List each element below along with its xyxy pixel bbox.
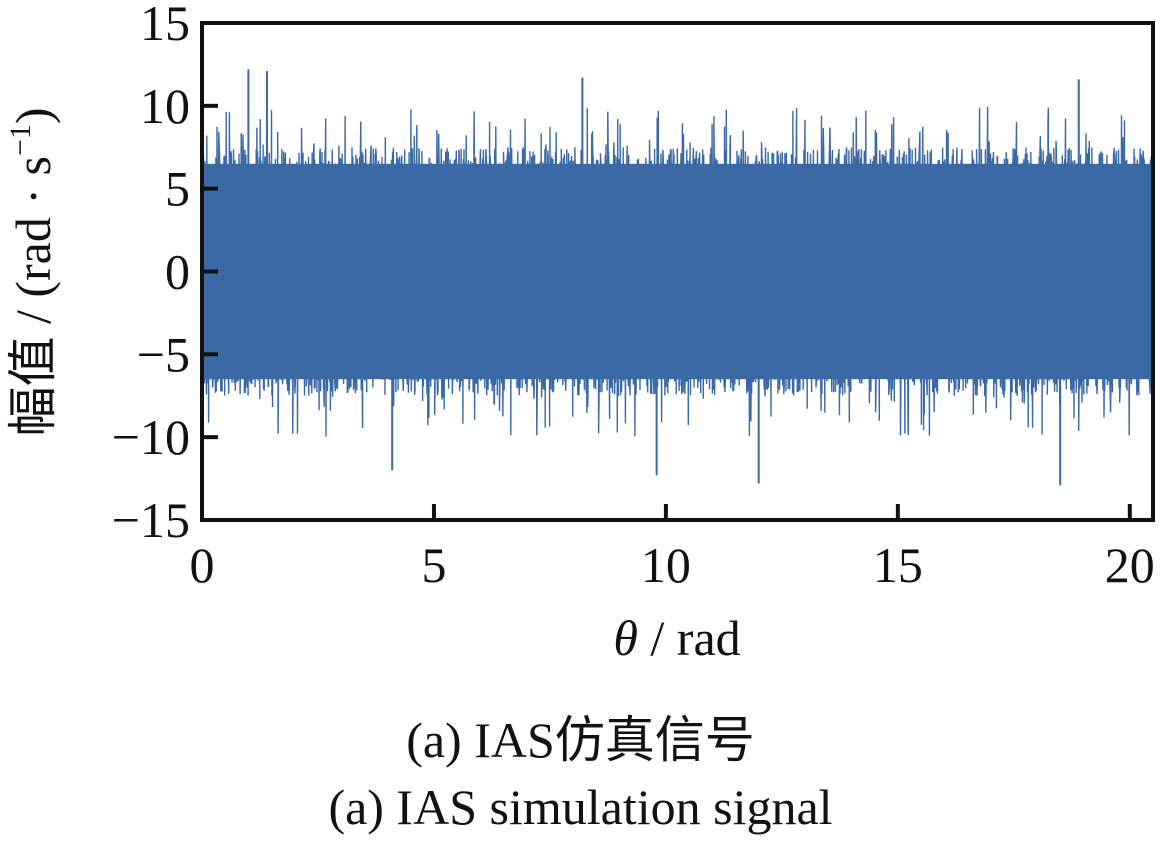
y-tick-label: −5 (137, 326, 190, 382)
caption-cn: (a) IAS仿真信号 (406, 712, 755, 768)
x-tick-label: 15 (873, 537, 923, 593)
axes: 0 5 10 15 20 15 10 5 0 −5 −10 −15 (112, 0, 1155, 593)
x-tick-label: 0 (190, 537, 215, 593)
y-tick-label: 5 (165, 161, 190, 217)
x-axis-label: θ / rad (613, 610, 740, 666)
caption-en: (a) IAS simulation signal (328, 779, 833, 835)
y-tick-label: 0 (165, 244, 190, 300)
y-tick-label: 15 (140, 0, 190, 51)
x-tick-label: 20 (1105, 537, 1155, 593)
plot-area (201, 69, 1154, 486)
y-tick-label: −10 (112, 409, 190, 465)
y-tick-label: −15 (112, 492, 190, 548)
x-tick-label: 5 (421, 537, 446, 593)
y-tick-label: 10 (140, 78, 190, 134)
y-axis-label: 幅值 / (rad · s−1) (4, 107, 61, 436)
x-tick-label: 10 (641, 537, 691, 593)
signal-dense-band (204, 163, 1151, 380)
